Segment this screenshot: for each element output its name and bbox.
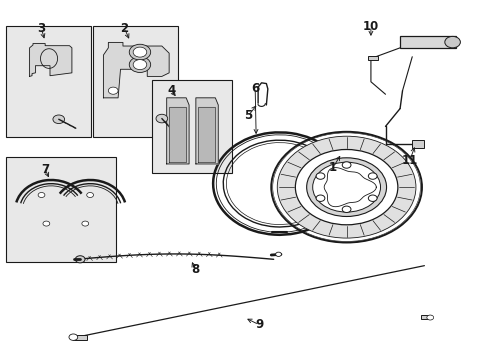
Text: 5: 5: [244, 109, 252, 122]
Circle shape: [367, 173, 376, 179]
Polygon shape: [198, 107, 215, 162]
Polygon shape: [324, 168, 375, 207]
Polygon shape: [103, 42, 169, 98]
Text: 9: 9: [254, 318, 263, 331]
Circle shape: [306, 158, 386, 216]
Circle shape: [315, 173, 324, 179]
Bar: [420, 315, 430, 319]
Circle shape: [342, 162, 350, 168]
Circle shape: [129, 44, 150, 60]
Bar: [6, 26, 91, 137]
Bar: [73, 335, 87, 340]
Text: 1: 1: [328, 161, 336, 174]
Circle shape: [444, 36, 459, 48]
Circle shape: [108, 87, 118, 94]
Circle shape: [271, 132, 421, 243]
Circle shape: [277, 136, 415, 238]
Bar: [6, 157, 116, 262]
Bar: [368, 56, 377, 60]
Circle shape: [312, 162, 380, 212]
Circle shape: [426, 315, 433, 320]
Circle shape: [367, 195, 376, 202]
Circle shape: [129, 57, 150, 72]
Circle shape: [81, 221, 88, 226]
Circle shape: [43, 221, 50, 226]
Text: 4: 4: [167, 84, 175, 97]
Text: 7: 7: [41, 163, 49, 176]
Text: 11: 11: [401, 154, 417, 167]
Text: 10: 10: [362, 20, 378, 33]
Bar: [411, 140, 424, 148]
Circle shape: [156, 114, 167, 123]
Circle shape: [133, 47, 146, 57]
Text: 3: 3: [37, 22, 45, 35]
Circle shape: [295, 149, 397, 225]
Bar: [152, 80, 232, 173]
Circle shape: [53, 115, 64, 123]
Circle shape: [69, 334, 78, 341]
Text: 2: 2: [120, 22, 128, 35]
Circle shape: [38, 193, 45, 198]
Polygon shape: [196, 98, 218, 164]
Circle shape: [133, 60, 146, 69]
Polygon shape: [166, 98, 189, 164]
Polygon shape: [30, 44, 72, 76]
Text: 6: 6: [250, 82, 259, 95]
Circle shape: [342, 206, 350, 212]
Polygon shape: [169, 107, 186, 162]
Circle shape: [315, 195, 324, 202]
Bar: [399, 36, 455, 48]
Text: 8: 8: [190, 263, 199, 276]
Bar: [93, 26, 178, 137]
Circle shape: [86, 193, 93, 198]
Circle shape: [75, 256, 85, 263]
Circle shape: [275, 252, 281, 256]
